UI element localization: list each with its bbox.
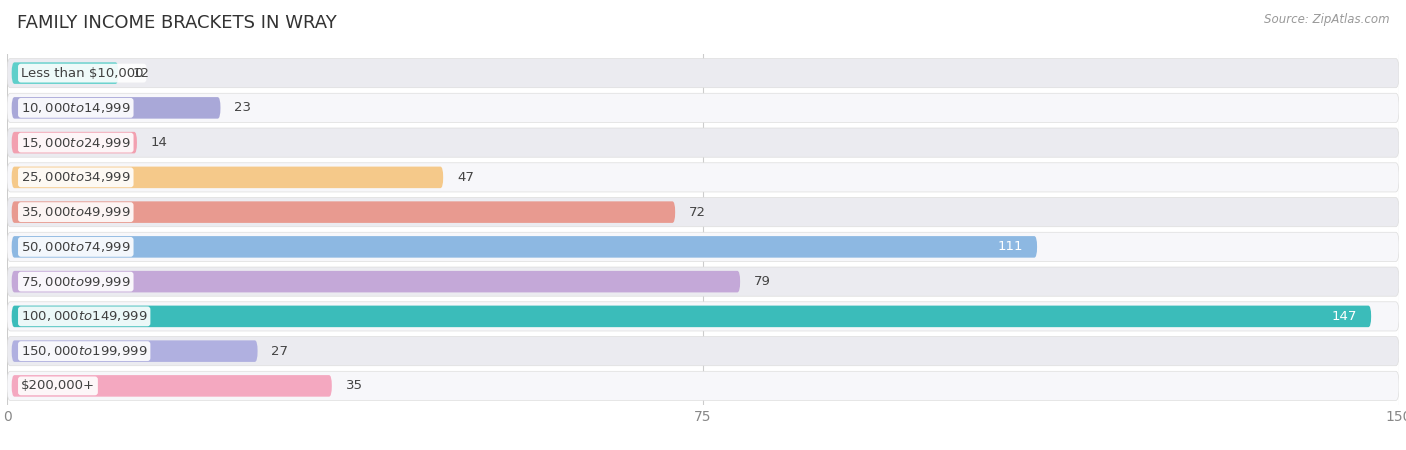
FancyBboxPatch shape: [11, 63, 118, 84]
Text: $75,000 to $99,999: $75,000 to $99,999: [21, 274, 131, 288]
Text: 23: 23: [235, 101, 252, 114]
Text: 147: 147: [1331, 310, 1357, 323]
Text: 35: 35: [346, 379, 363, 392]
FancyBboxPatch shape: [11, 375, 332, 396]
FancyBboxPatch shape: [11, 132, 136, 153]
FancyBboxPatch shape: [7, 302, 1399, 331]
FancyBboxPatch shape: [11, 340, 257, 362]
Text: $200,000+: $200,000+: [21, 379, 96, 392]
Text: $100,000 to $149,999: $100,000 to $149,999: [21, 310, 148, 324]
FancyBboxPatch shape: [7, 337, 1399, 366]
FancyBboxPatch shape: [11, 271, 740, 292]
Text: Less than $10,000: Less than $10,000: [21, 67, 143, 80]
Text: $50,000 to $74,999: $50,000 to $74,999: [21, 240, 131, 254]
Text: 47: 47: [457, 171, 474, 184]
Text: 14: 14: [150, 136, 167, 149]
FancyBboxPatch shape: [7, 198, 1399, 227]
FancyBboxPatch shape: [7, 371, 1399, 400]
FancyBboxPatch shape: [11, 306, 1371, 327]
FancyBboxPatch shape: [7, 267, 1399, 296]
FancyBboxPatch shape: [11, 166, 443, 188]
Text: 12: 12: [132, 67, 149, 80]
FancyBboxPatch shape: [7, 58, 1399, 88]
Text: 111: 111: [998, 240, 1024, 253]
FancyBboxPatch shape: [7, 163, 1399, 192]
Text: 79: 79: [754, 275, 770, 288]
Text: $150,000 to $199,999: $150,000 to $199,999: [21, 344, 148, 358]
Text: $25,000 to $34,999: $25,000 to $34,999: [21, 171, 131, 184]
Text: $15,000 to $24,999: $15,000 to $24,999: [21, 135, 131, 149]
FancyBboxPatch shape: [7, 93, 1399, 122]
FancyBboxPatch shape: [11, 201, 675, 223]
Text: FAMILY INCOME BRACKETS IN WRAY: FAMILY INCOME BRACKETS IN WRAY: [17, 14, 336, 32]
FancyBboxPatch shape: [11, 97, 221, 119]
Text: Source: ZipAtlas.com: Source: ZipAtlas.com: [1264, 14, 1389, 27]
FancyBboxPatch shape: [7, 128, 1399, 157]
Text: 72: 72: [689, 206, 706, 219]
Text: $10,000 to $14,999: $10,000 to $14,999: [21, 101, 131, 115]
FancyBboxPatch shape: [7, 232, 1399, 261]
Text: $35,000 to $49,999: $35,000 to $49,999: [21, 205, 131, 219]
FancyBboxPatch shape: [11, 236, 1038, 258]
Text: 27: 27: [271, 345, 288, 358]
